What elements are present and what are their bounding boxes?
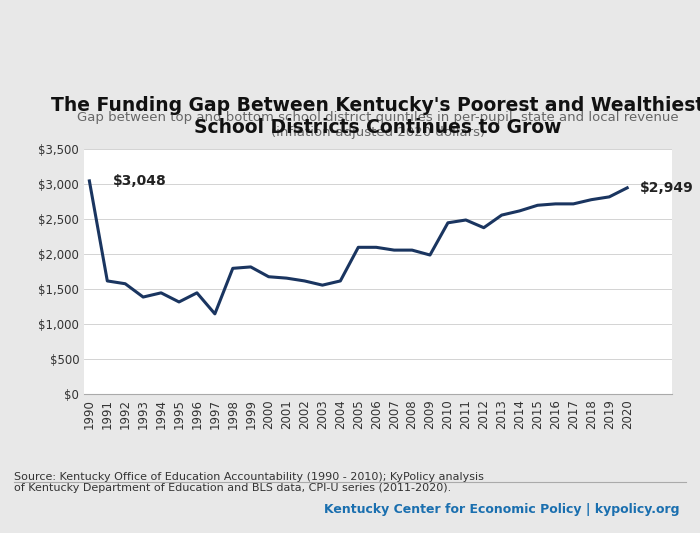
Text: $3,048: $3,048 — [113, 174, 167, 188]
Text: Gap between top and bottom school district quintiles in per-pupil, state and loc: Gap between top and bottom school distri… — [77, 111, 679, 140]
Text: $2,949: $2,949 — [640, 181, 694, 195]
Title: The Funding Gap Between Kentucky's Poorest and Wealthiest
School Districts Conti: The Funding Gap Between Kentucky's Poore… — [51, 95, 700, 136]
Text: Source: Kentucky Office of Education Accountability (1990 - 2010); KyPolicy anal: Source: Kentucky Office of Education Acc… — [14, 472, 484, 494]
Text: Kentucky Center for Economic Policy | kypolicy.org: Kentucky Center for Economic Policy | ky… — [323, 503, 679, 515]
